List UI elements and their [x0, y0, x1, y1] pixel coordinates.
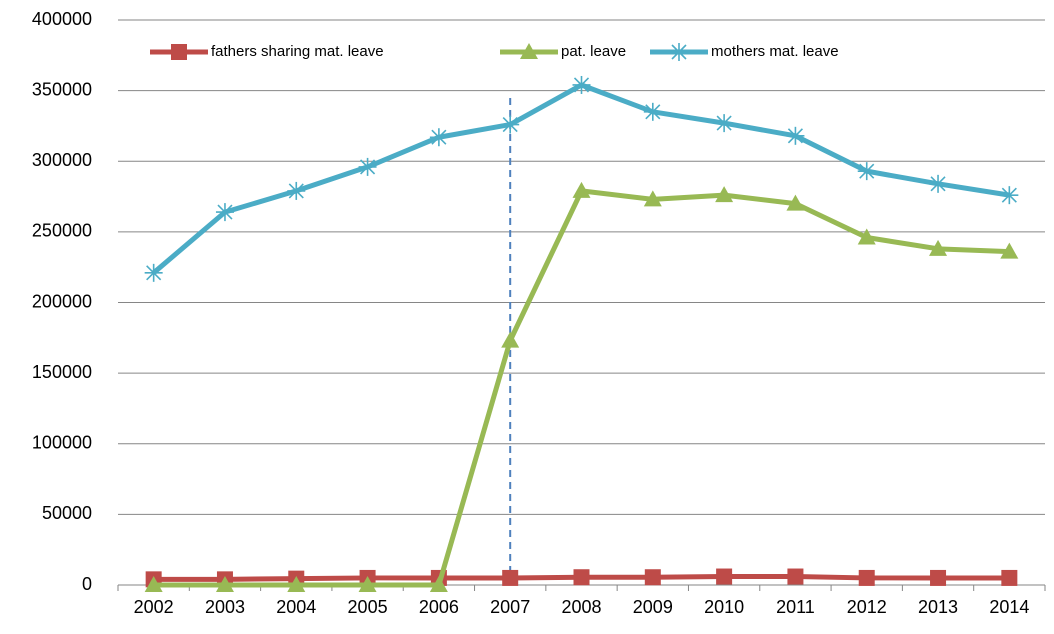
y-tick-label: 150000 [32, 362, 92, 382]
x-tick-label: 2005 [348, 597, 388, 617]
marker [358, 576, 377, 592]
marker [858, 569, 875, 586]
marker [287, 576, 306, 592]
x-tick-label: 2013 [918, 597, 958, 617]
marker [215, 576, 234, 592]
marker [716, 568, 733, 585]
x-tick-label: 2012 [847, 597, 887, 617]
x-tick-label: 2007 [490, 597, 530, 617]
marker [573, 569, 590, 586]
x-tick-label: 2002 [134, 597, 174, 617]
y-tick-label: 250000 [32, 221, 92, 241]
marker [520, 43, 538, 59]
marker-stroke [217, 204, 233, 220]
x-tick-label: 2014 [989, 597, 1029, 617]
x-tick-label: 2010 [704, 597, 744, 617]
marker [215, 203, 234, 222]
marker-stroke [1001, 187, 1017, 203]
marker [572, 181, 591, 198]
series-line [152, 82, 1010, 275]
marker [786, 194, 805, 211]
marker-stroke [502, 116, 518, 133]
marker-stroke [716, 115, 732, 131]
marker [787, 568, 804, 585]
x-tick-label: 2009 [633, 597, 673, 617]
legend-label: pat. leave [561, 43, 626, 60]
y-tick-label: 200000 [32, 291, 92, 311]
marker [643, 190, 662, 207]
marker [786, 126, 805, 145]
marker [644, 569, 661, 586]
marker [1000, 186, 1019, 205]
y-tick-label: 350000 [32, 79, 92, 99]
marker [715, 186, 734, 203]
marker [429, 128, 448, 147]
marker-stroke [431, 129, 447, 145]
y-tick-label: 0 [82, 574, 92, 594]
marker [1001, 569, 1018, 586]
y-tick-label: 300000 [32, 150, 92, 170]
y-tick-label: 50000 [42, 503, 92, 523]
marker [572, 75, 591, 94]
marker [857, 228, 876, 245]
marker-stroke [288, 183, 304, 199]
marker [929, 239, 948, 256]
marker-stroke [671, 44, 687, 60]
x-tick-label: 2011 [776, 597, 815, 617]
x-tick-label: 2004 [276, 597, 316, 617]
marker [358, 157, 377, 176]
marker-stroke [787, 128, 803, 144]
marker [1000, 242, 1019, 259]
marker [501, 331, 520, 348]
marker [670, 43, 688, 61]
marker-stroke [930, 176, 946, 192]
x-tick-label: 2008 [561, 597, 601, 617]
marker [715, 114, 734, 133]
marker [501, 115, 520, 134]
marker [144, 263, 163, 282]
x-tick-label: 2006 [419, 597, 459, 617]
series-line [153, 188, 1010, 588]
marker [171, 44, 187, 60]
marker-stroke [360, 159, 376, 175]
marker [643, 102, 662, 121]
y-tick-label: 100000 [32, 433, 92, 453]
marker [929, 174, 948, 193]
marker [502, 569, 519, 586]
marker-stroke [645, 104, 661, 120]
marker [144, 576, 163, 592]
marker [930, 569, 947, 586]
marker-stroke [859, 163, 875, 179]
legend-label: fathers sharing mat. leave [211, 43, 384, 60]
marker [429, 576, 448, 592]
marker-stroke [573, 77, 590, 93]
y-tick-label: 400000 [32, 9, 92, 29]
marker [287, 181, 306, 200]
marker-stroke [146, 265, 162, 281]
marker [857, 162, 876, 181]
x-tick-label: 2003 [205, 597, 245, 617]
legend-label: mothers mat. leave [711, 43, 839, 60]
